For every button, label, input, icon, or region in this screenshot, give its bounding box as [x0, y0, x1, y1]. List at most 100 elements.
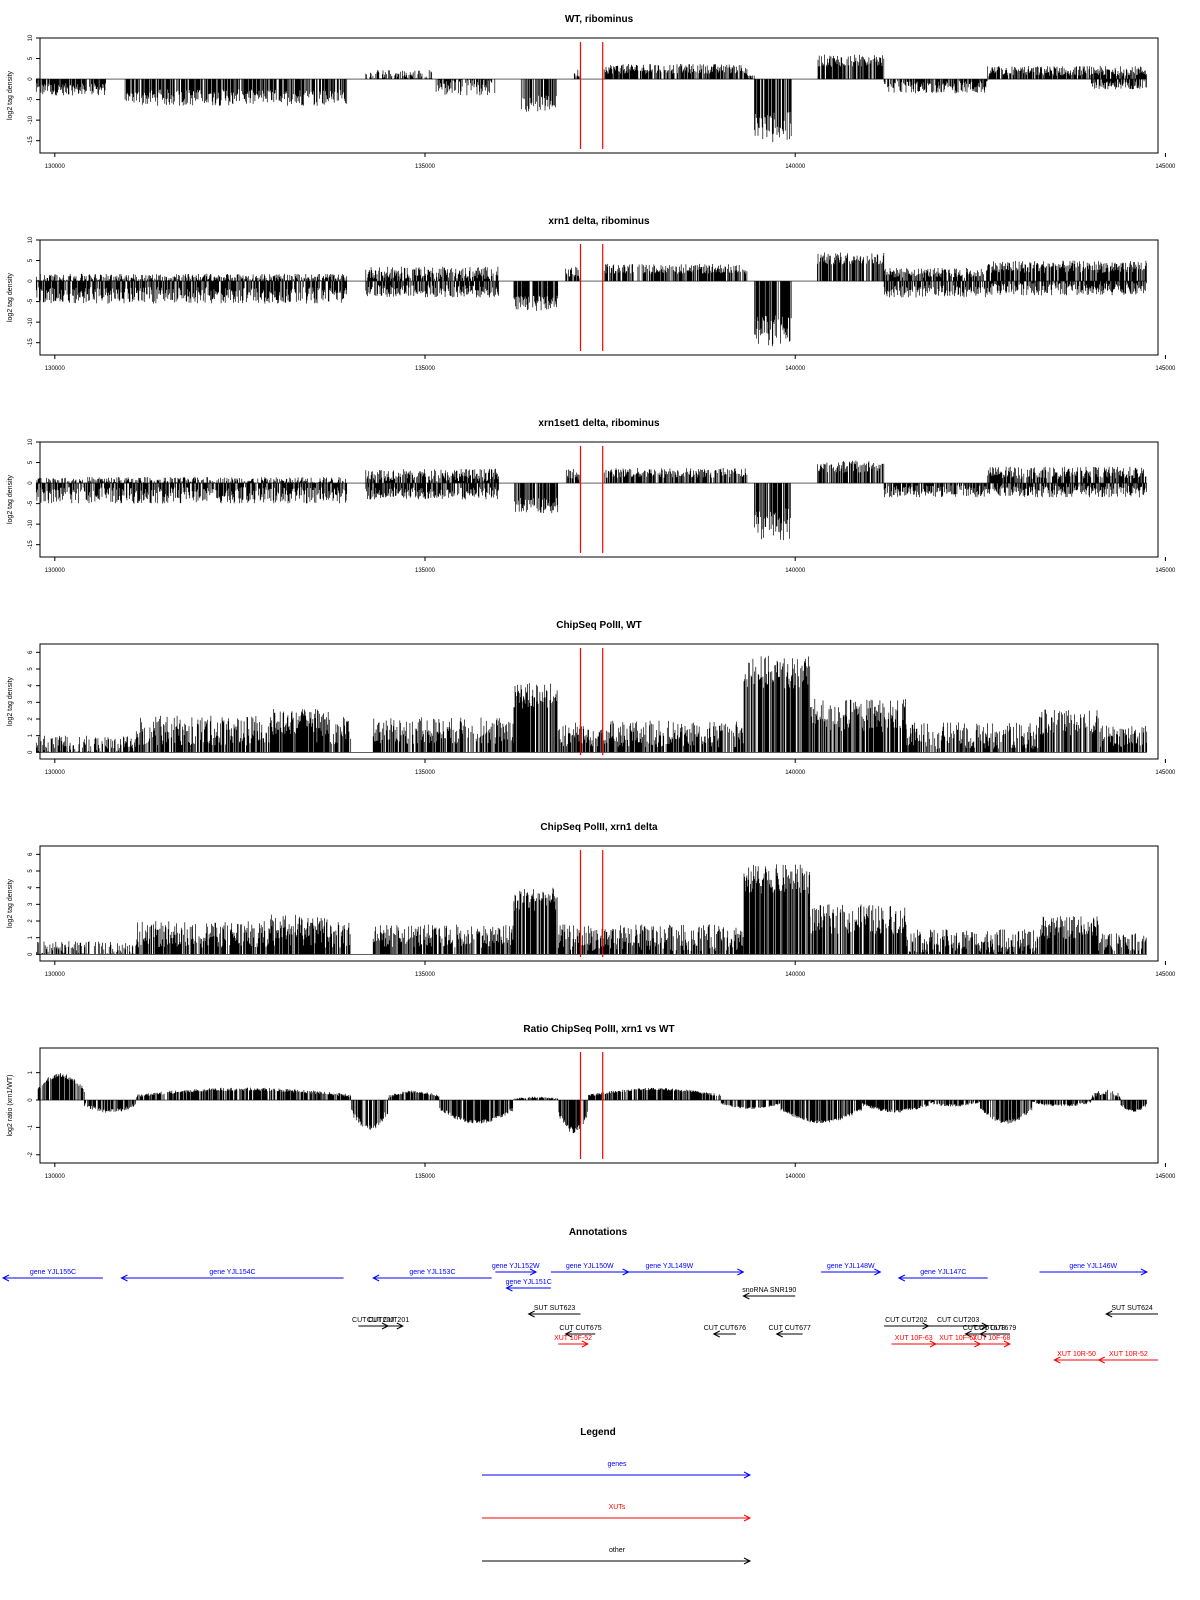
annotation-feature: XUT 10F-52 — [554, 1335, 592, 1348]
panel-pol2wt: ChipSeq PolII, WT log2 tag density 0 1 2 3 4 5 6… — [7, 620, 1176, 776]
y-tick-label: 10 — [28, 34, 34, 41]
legend-item: genes — [482, 1461, 752, 1479]
y-tick-label: 0 — [28, 1098, 34, 1102]
feature-label: XUT 10R-52 — [1109, 1351, 1148, 1358]
legend-item: other — [482, 1547, 752, 1565]
y-axis-label: log2 tag density — [7, 474, 14, 524]
annotation-feature: CUT CUT677 — [769, 1325, 811, 1338]
arrowhead-icon — [874, 1268, 882, 1276]
y-tick-label: 2 — [28, 919, 34, 923]
x-tick-label: 130000 — [45, 366, 66, 372]
panel-title: ChipSeq PolII, WT — [556, 620, 642, 631]
plot-frame — [39, 441, 1159, 558]
feature-label: SUT SUT624 — [1111, 1305, 1153, 1312]
arrowhead-icon — [529, 1268, 538, 1276]
signal-bars — [35, 655, 1148, 753]
arrowhead-icon — [120, 1274, 128, 1282]
arrowhead-icon — [1053, 1356, 1061, 1364]
panel-title: xrn1 delta, ribominus — [548, 216, 650, 227]
legend-title: Legend — [580, 1427, 616, 1438]
y-tick-label: 1 — [28, 1070, 34, 1074]
y-tick-label: -15 — [28, 540, 34, 549]
panel-xrn1set1: xrn1set1 delta, ribominus log2 tag densit… — [7, 418, 1176, 574]
y-axis-label: log2 ratio (xrn1/WT) — [7, 1075, 14, 1137]
x-tick-label: 145000 — [1155, 164, 1176, 170]
annotation-feature: CUT CUT679 — [974, 1325, 1016, 1338]
feature-label: SUT SUT623 — [534, 1305, 576, 1312]
annotation-feature: gene YJL147C — [897, 1269, 988, 1282]
x-tick-label: 135000 — [415, 972, 436, 978]
annotation-feature: CUT CUT203 — [928, 1317, 989, 1330]
annotation-feature: gene YJL151C — [505, 1279, 552, 1292]
feature-label: XUT 10F-63 — [895, 1335, 933, 1342]
y-tick-label: 0 — [28, 952, 34, 956]
y-tick-label: -2 — [28, 1151, 34, 1157]
annotation-feature: gene YJL149W — [595, 1263, 745, 1276]
arrowhead-icon — [505, 1284, 513, 1292]
arrowhead-icon — [737, 1268, 745, 1276]
y-tick-label: -5 — [28, 298, 34, 304]
feature-label: CUT CUT675 — [559, 1325, 601, 1332]
x-tick-label: 135000 — [415, 164, 436, 170]
annotation-feature: XUT 10R-50 — [1053, 1351, 1099, 1364]
x-tick-label: 130000 — [45, 1174, 66, 1180]
annotation-feature: gene YJL148W — [821, 1263, 882, 1276]
y-tick-label: -10 — [28, 115, 34, 124]
plot-frame — [39, 239, 1159, 356]
x-tick-label: 145000 — [1155, 568, 1176, 574]
arrowhead-icon — [743, 1514, 752, 1522]
x-tick-label: 135000 — [415, 770, 436, 776]
annotations-title: Annotations — [569, 1227, 628, 1238]
y-tick-label: 0 — [28, 279, 34, 283]
y-tick-label: -10 — [28, 519, 34, 528]
y-tick-label: 0 — [28, 77, 34, 81]
y-tick-label: 3 — [28, 700, 34, 704]
annotation-feature: SUT SUT623 — [527, 1305, 581, 1318]
feature-label: gene YJL149W — [645, 1263, 693, 1270]
x-tick-label: 145000 — [1155, 366, 1176, 372]
y-axis-label: log2 tag density — [7, 70, 14, 120]
x-tick-label: 145000 — [1155, 770, 1176, 776]
x-tick-label: 135000 — [415, 568, 436, 574]
x-tick-label: 145000 — [1155, 1174, 1176, 1180]
y-tick-label: 5 — [28, 460, 34, 464]
plot-frame — [39, 37, 1159, 154]
y-tick-label: -5 — [28, 96, 34, 102]
y-tick-label: 3 — [28, 902, 34, 906]
annotation-feature: gene YJL152W — [492, 1263, 540, 1276]
x-tick-label: 140000 — [785, 1174, 806, 1180]
arrowhead-icon — [964, 1330, 972, 1338]
legend-label: genes — [607, 1461, 627, 1468]
annotation-feature: CUT CUT676 — [704, 1325, 746, 1338]
legend-label: XUTs — [609, 1504, 626, 1511]
y-axis-label: log2 tag density — [7, 878, 14, 928]
feature-label: XUT 10R-50 — [1057, 1351, 1096, 1358]
y-tick-label: 0 — [28, 750, 34, 754]
annotation-feature: gene YJL153C — [372, 1269, 492, 1282]
arrowhead-icon — [981, 1322, 989, 1330]
annotation-feature: gene YJL155C — [1, 1269, 103, 1282]
arrowhead-icon — [396, 1322, 404, 1330]
feature-label: gene YJL146W — [1069, 1263, 1117, 1270]
panel-title: xrn1set1 delta, ribominus — [538, 418, 660, 429]
x-tick-label: 130000 — [45, 568, 66, 574]
legend-item: XUTs — [482, 1504, 752, 1522]
annotation-feature: gene YJL154C — [120, 1269, 344, 1282]
panel-title: WT, ribominus — [565, 14, 634, 25]
x-tick-label: 135000 — [415, 366, 436, 372]
y-tick-label: -5 — [28, 500, 34, 506]
panel-wt: WT, ribominus log2 tag density 10 5 0 -5 -10 -1… — [7, 14, 1176, 170]
annotation-feature: CUT CUT202 — [884, 1317, 930, 1330]
arrowhead-icon — [775, 1330, 783, 1338]
feature-label: CUT CUT676 — [704, 1325, 746, 1332]
x-tick-label: 140000 — [785, 164, 806, 170]
x-tick-label: 140000 — [785, 770, 806, 776]
annotation-feature: XUT 10F-63 — [891, 1335, 937, 1348]
annotation-feature: CUT CUT675 — [559, 1325, 602, 1338]
arrowhead-icon — [1003, 1340, 1012, 1348]
x-tick-label: 130000 — [45, 972, 66, 978]
x-tick-label: 130000 — [45, 164, 66, 170]
legend-label: other — [609, 1547, 626, 1554]
panel-ratio: Ratio ChipSeq PolII, xrn1 vs WT log2 rati… — [7, 1024, 1176, 1180]
